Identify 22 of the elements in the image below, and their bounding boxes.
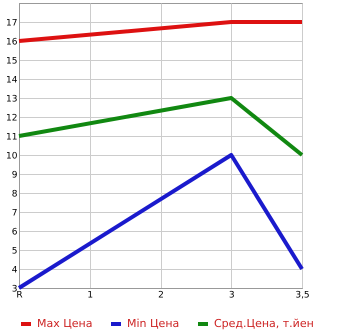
y-tick-label: 13 xyxy=(6,94,18,104)
legend-label: Min Цена xyxy=(127,317,180,330)
y-tick-label: 5 xyxy=(12,246,18,256)
y-tick-label: 6 xyxy=(12,228,18,238)
x-tick-label: 2 xyxy=(158,290,164,300)
x-tick-label: R xyxy=(16,290,23,300)
y-tick-label: 8 xyxy=(12,190,18,200)
legend-label: Max Цена xyxy=(37,317,92,330)
y-tick-label: 12 xyxy=(6,114,18,124)
y-tick-label: 9 xyxy=(12,170,18,180)
y-tick-label: 14 xyxy=(6,76,18,86)
y-tick-label: 7 xyxy=(12,208,18,218)
y-tick-label: 10 xyxy=(6,152,18,162)
x-tick-label: 1 xyxy=(87,290,94,300)
legend-label: Сред.Цена, т.йен xyxy=(214,317,314,330)
y-tick-label: 11 xyxy=(6,132,18,142)
x-tick-label: 3,5 xyxy=(295,290,310,300)
y-tick-label: 15 xyxy=(6,56,18,66)
y-tick-label: 4 xyxy=(12,266,18,276)
x-tick-label: 3 xyxy=(228,290,235,300)
y-tick-label: 16 xyxy=(6,38,18,48)
y-tick-label: 17 xyxy=(6,18,18,28)
